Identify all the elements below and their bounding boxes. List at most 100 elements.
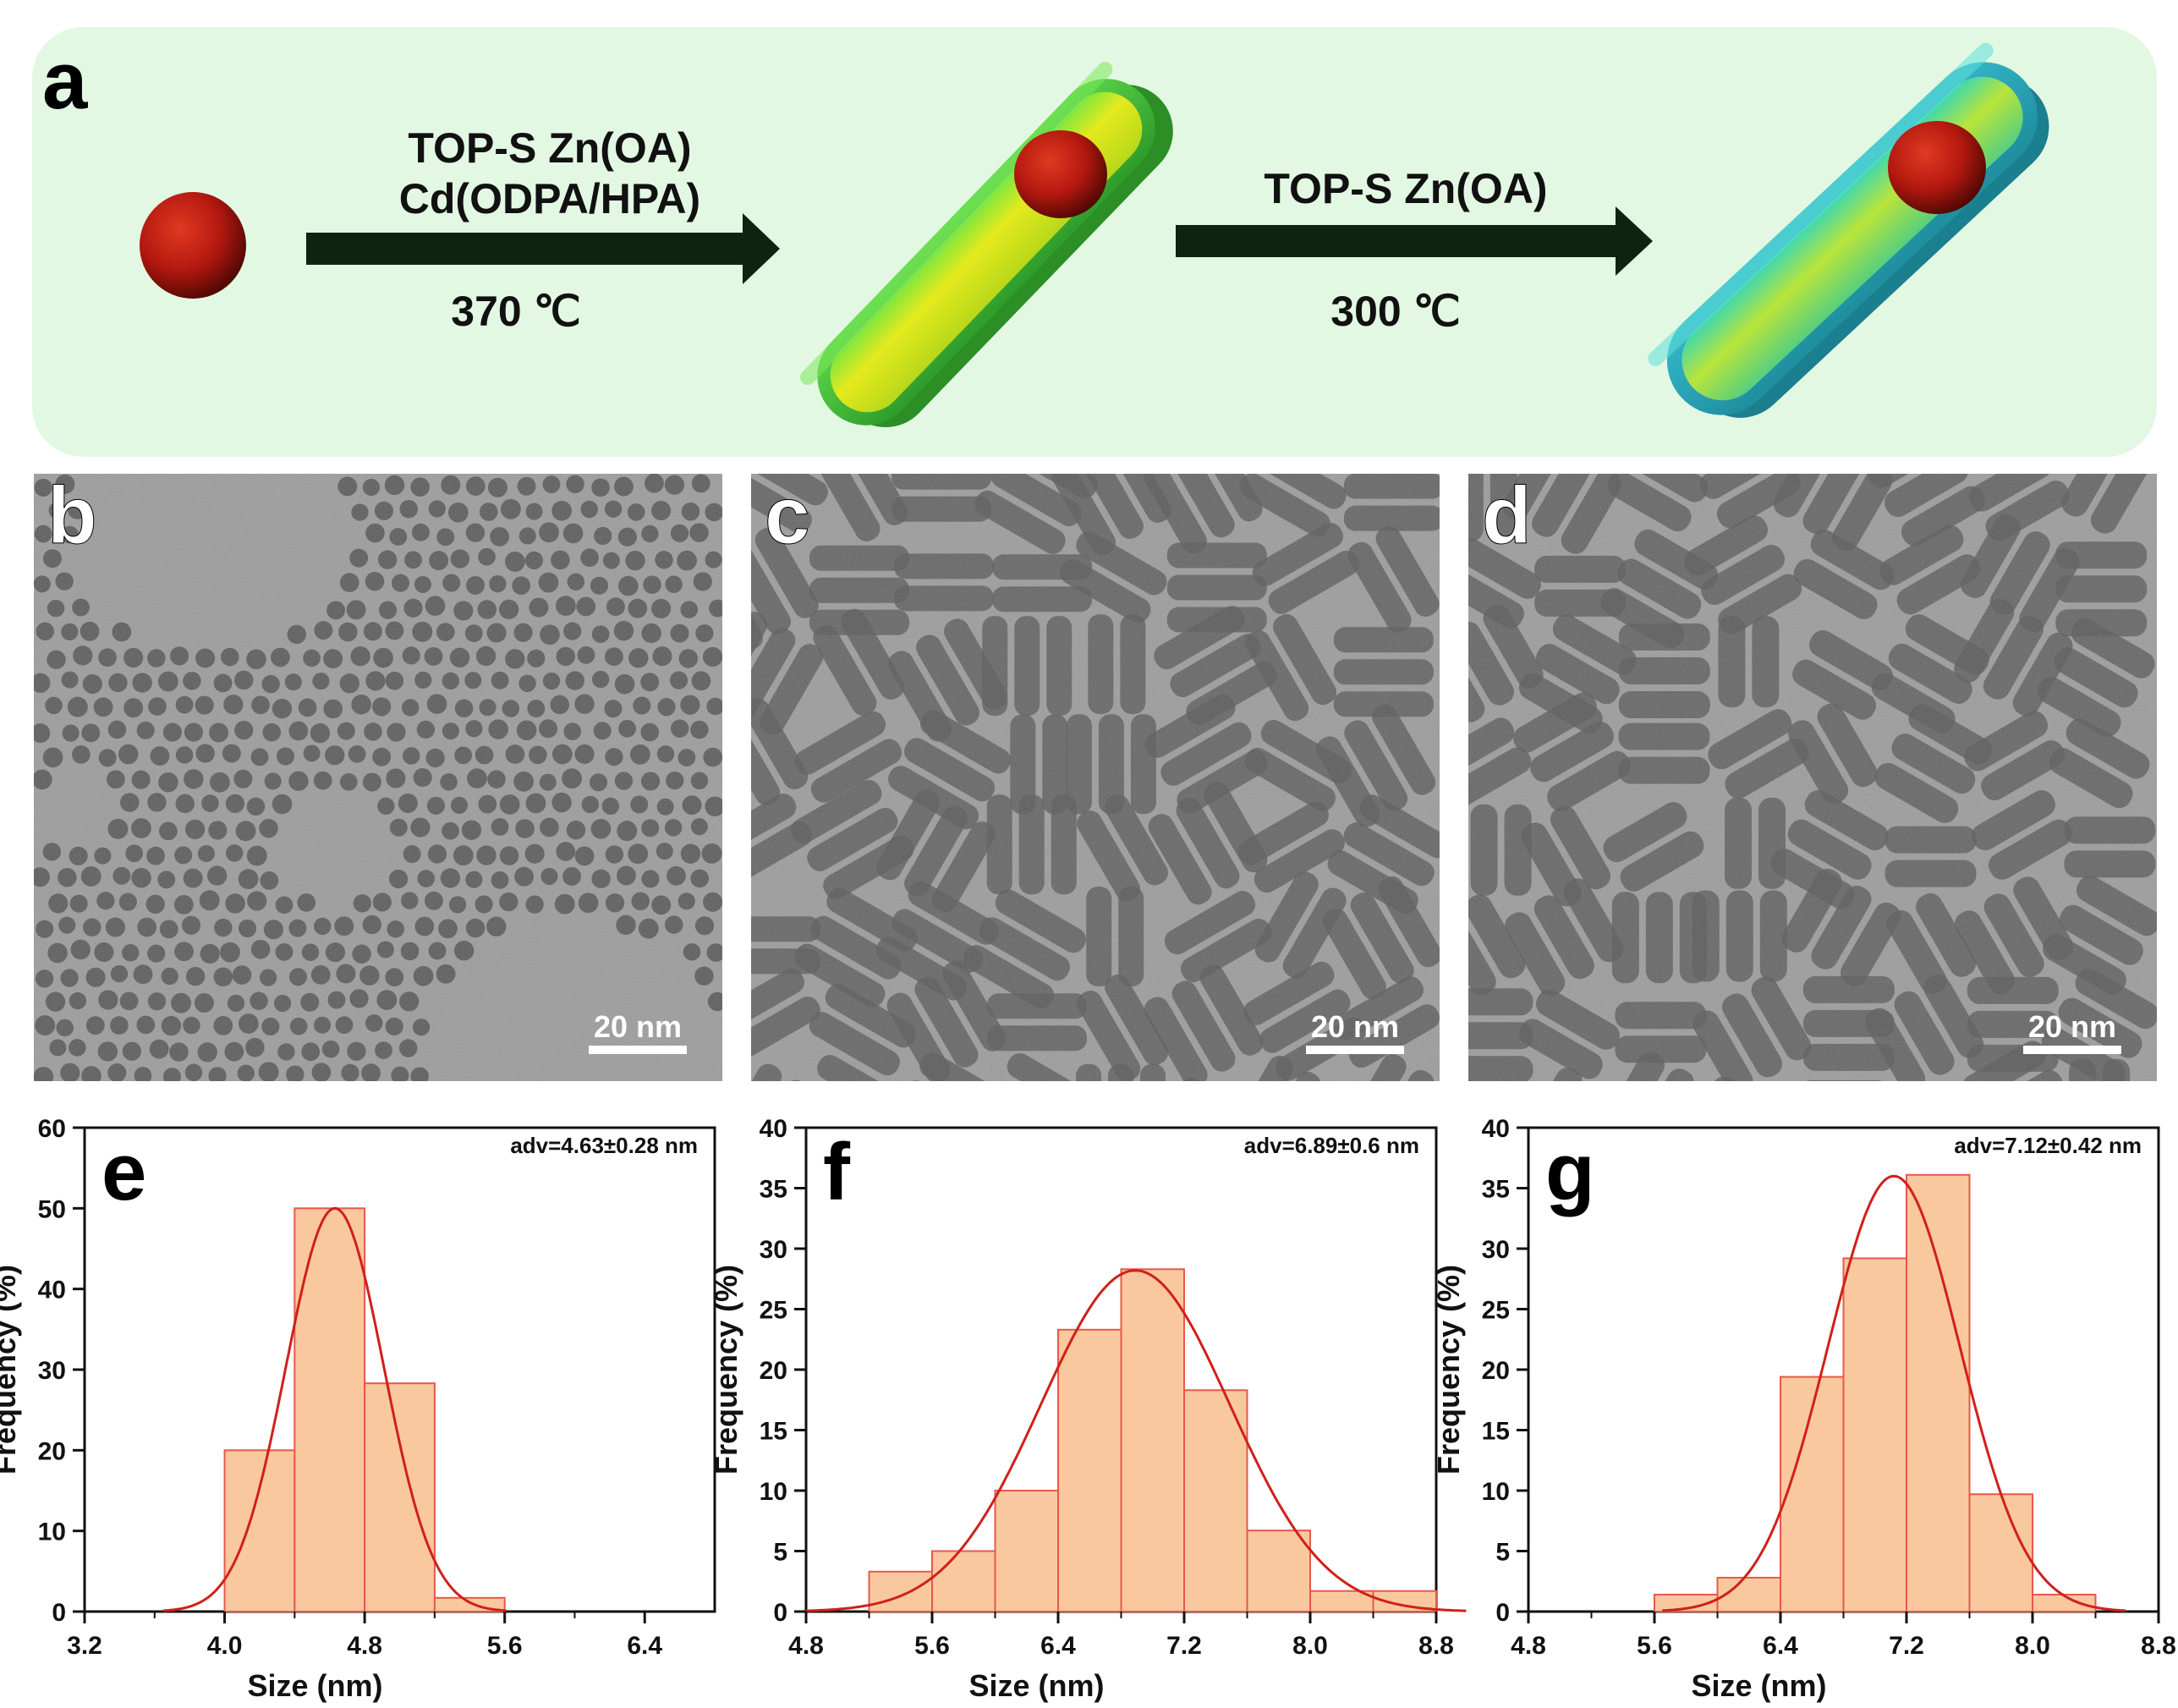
y-axis-title: Frequency (%)	[709, 1265, 743, 1475]
x-tick-label: 6.4	[1763, 1632, 1798, 1660]
y-tick-label: 15	[1482, 1418, 1510, 1446]
y-tick-label: 20	[760, 1357, 787, 1385]
x-tick-label: 3.2	[67, 1632, 102, 1660]
mean-size-annotation: adv=6.89±0.6 nm	[1244, 1133, 1419, 1158]
step1-arrow	[306, 213, 780, 284]
x-tick-label: 6.4	[627, 1632, 662, 1660]
tem-panel-letter: d	[1482, 470, 1532, 561]
y-tick-label: 25	[760, 1297, 787, 1325]
y-tick-label: 40	[1482, 1115, 1510, 1143]
gaussian-fit-curve	[1662, 1174, 2126, 1612]
x-tick-label: 4.8	[788, 1632, 824, 1660]
y-tick-label: 60	[38, 1115, 66, 1143]
histogram-panel-e: 3.2 4.0 4.8 5.6 6.4 0 10 20 30 40 50 60 Size (nm) Fre…	[0, 1115, 716, 1703]
histogram-bar	[931, 1550, 996, 1612]
histogram-bar	[1246, 1530, 1311, 1612]
panel-a-letter: a	[42, 36, 88, 126]
histogram-bar	[364, 1382, 436, 1612]
x-axis-title: Size (nm)	[968, 1668, 1104, 1703]
histogram-bar	[223, 1449, 296, 1613]
tem-panels: b 20 nm c 20 nm d 20 nm	[34, 470, 2157, 1081]
histogram-bar	[1120, 1268, 1185, 1613]
y-axis-title: Frequency (%)	[1431, 1265, 1466, 1475]
gaussian-fit-curve	[804, 1269, 1467, 1612]
y-tick-label: 10	[38, 1519, 66, 1546]
histogram-bar	[1309, 1590, 1374, 1612]
histogram-bar	[1183, 1389, 1248, 1613]
scale-bar	[589, 1046, 687, 1054]
mean-size-annotation: adv=4.63±0.28 nm	[510, 1133, 698, 1158]
histogram-bar	[1906, 1173, 1971, 1612]
step2-reagents-line1: TOP-S Zn(OA)	[1264, 165, 1547, 212]
histogram-panel-letter: f	[823, 1127, 851, 1217]
tem-panel-b: b 20 nm	[34, 470, 722, 1081]
histogram-panel-f: 4.8 5.6 6.4 7.2 8.0 8.8 0 5 10 15 20 25 30 35 40 Size (…	[709, 1115, 1467, 1703]
histogram-bar	[294, 1207, 366, 1613]
y-tick-label: 35	[1482, 1176, 1510, 1204]
rod1-core	[1014, 130, 1107, 218]
histogram-panel-g: 4.8 5.6 6.4 7.2 8.0 8.8 0 5 10 15 20 25 30 35 40 Size (…	[1431, 1115, 2176, 1703]
x-tick-label: 7.2	[1166, 1632, 1202, 1660]
x-tick-label: 5.6	[1637, 1632, 1672, 1660]
y-tick-label: 25	[1482, 1297, 1510, 1325]
panel-a-background	[32, 27, 2157, 457]
y-tick-label: 30	[1482, 1236, 1510, 1264]
scale-bar-label: 20 nm	[1311, 1009, 1399, 1044]
x-tick-label: 7.2	[1889, 1632, 1924, 1660]
x-tick-label: 8.8	[1418, 1632, 1454, 1660]
y-tick-label: 40	[760, 1115, 787, 1143]
y-tick-label: 30	[760, 1236, 787, 1264]
step1-temperature: 370 ℃	[451, 288, 580, 335]
y-tick-label: 0	[52, 1599, 66, 1627]
step1-reagents-line1: TOP-S Zn(OA)	[408, 124, 691, 172]
histogram-panel-letter: e	[101, 1127, 146, 1217]
histogram-bar	[1057, 1328, 1122, 1613]
histogram-panel-letter: g	[1545, 1127, 1595, 1217]
y-tick-label: 0	[1495, 1599, 1510, 1627]
tem-panel-letter: c	[765, 470, 809, 561]
y-tick-label: 50	[38, 1195, 66, 1223]
x-tick-label: 8.8	[2141, 1632, 2176, 1660]
panel-a: a TOP-S Zn(OA) Cd(ODPA/HPA) 370 ℃ TOP-S …	[32, 27, 2157, 457]
x-tick-label: 4.8	[347, 1632, 382, 1660]
scale-bar	[1306, 1046, 1404, 1054]
histogram-bar	[1842, 1257, 1907, 1612]
histogram-bar	[2032, 1593, 2097, 1612]
histogram-bar	[1968, 1493, 2033, 1613]
y-axis-title: Frequency (%)	[0, 1265, 22, 1475]
y-tick-label: 30	[38, 1357, 66, 1385]
x-tick-label: 5.6	[914, 1632, 950, 1660]
histogram-bar	[868, 1570, 933, 1613]
y-tick-label: 5	[773, 1539, 787, 1567]
y-tick-label: 20	[1482, 1357, 1510, 1385]
y-tick-label: 35	[760, 1176, 787, 1204]
x-tick-label: 6.4	[1040, 1632, 1076, 1660]
step2-arrow	[1176, 206, 1653, 276]
x-tick-label: 8.0	[1292, 1632, 1328, 1660]
x-tick-label: 5.6	[487, 1632, 523, 1660]
rod2-core	[1888, 121, 1986, 214]
quantum-dot-core	[140, 192, 246, 299]
histogram-bar	[994, 1490, 1059, 1612]
histogram-bar	[1716, 1576, 1781, 1612]
tem-panel-c: c 20 nm	[751, 470, 1440, 1081]
y-tick-label: 20	[38, 1437, 66, 1465]
tem-panel-d: d 20 nm	[1468, 470, 2157, 1081]
y-tick-label: 5	[1495, 1539, 1510, 1567]
step1-reagents-line2: Cd(ODPA/HPA)	[399, 175, 700, 222]
tem-panel-letter: b	[47, 470, 97, 561]
x-tick-label: 4.0	[207, 1632, 243, 1660]
y-tick-label: 15	[760, 1418, 787, 1446]
y-tick-label: 10	[760, 1478, 787, 1506]
y-tick-label: 10	[1482, 1478, 1510, 1506]
scale-bar-label: 20 nm	[594, 1009, 682, 1044]
x-tick-label: 8.0	[2015, 1632, 2050, 1660]
y-tick-label: 0	[773, 1599, 787, 1627]
x-axis-title: Size (nm)	[1691, 1668, 1826, 1703]
gaussian-fit-curve	[162, 1206, 507, 1612]
x-axis-title: Size (nm)	[247, 1668, 382, 1703]
x-tick-label: 4.8	[1511, 1632, 1546, 1660]
scale-bar	[2023, 1046, 2121, 1054]
